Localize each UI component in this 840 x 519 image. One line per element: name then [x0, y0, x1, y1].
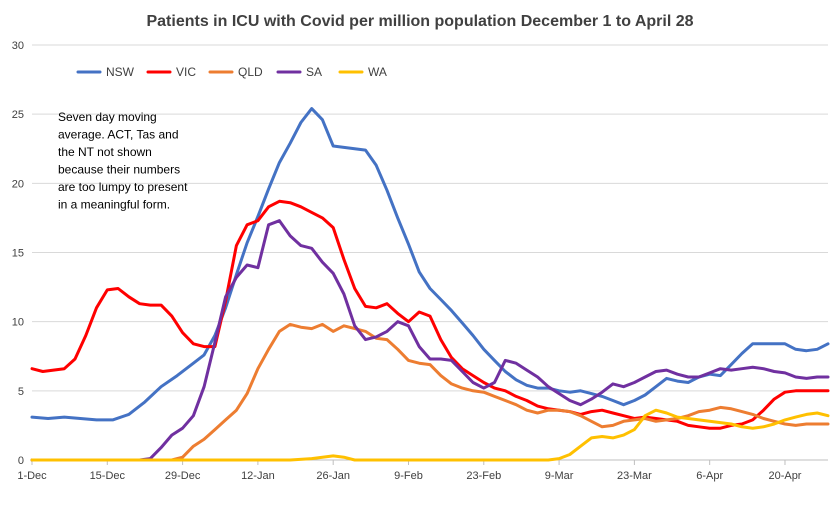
- x-tick-label: 26-Jan: [316, 470, 350, 482]
- series-lines: [30, 107, 830, 462]
- legend-label-sa: SA: [306, 65, 322, 79]
- legend-label-vic: VIC: [176, 65, 196, 79]
- x-tick-label: 20-Apr: [768, 470, 801, 482]
- annotation-line: because their numbers: [58, 163, 180, 177]
- x-tick-label: 23-Feb: [466, 470, 501, 482]
- series-line-vic: [30, 199, 830, 430]
- annotation-note: Seven day moving average. ACT, Tas and the…: [58, 110, 188, 212]
- y-tick-label: 10: [12, 317, 24, 329]
- x-tick-label: 15-Dec: [90, 470, 126, 482]
- legend-label-nsw: NSW: [106, 65, 135, 79]
- annotation-line: average. ACT, Tas and: [58, 128, 179, 142]
- x-tick-label: 9-Mar: [545, 470, 574, 482]
- x-tick-label: 6-Apr: [696, 470, 723, 482]
- annotation-line: are too lumpy to present: [58, 180, 188, 194]
- x-tick-label: 12-Jan: [241, 470, 275, 482]
- legend-label-qld: QLD: [238, 65, 263, 79]
- legend: NSW VIC QLD SA WA: [76, 65, 387, 79]
- chart-title: Patients in ICU with Covid per million p…: [146, 13, 693, 30]
- annotation-line: the NT not shown: [58, 145, 152, 159]
- annotation-line: Seven day moving: [58, 110, 157, 124]
- x-tick-label: 9-Feb: [394, 470, 423, 482]
- x-tick-label: 1-Dec: [17, 470, 47, 482]
- y-tick-label: 20: [12, 178, 24, 190]
- y-tick-label: 15: [12, 248, 24, 260]
- x-tick-label: 29-Dec: [165, 470, 201, 482]
- gridlines: [32, 44, 828, 392]
- y-tick-label: 30: [12, 40, 24, 52]
- y-tick-label: 25: [12, 109, 24, 121]
- y-tick-label: 0: [18, 455, 24, 467]
- legend-label-wa: WA: [368, 65, 387, 79]
- y-tick-label: 5: [18, 386, 24, 398]
- series-line-sa: [30, 219, 830, 462]
- series-line-qld: [30, 322, 830, 462]
- annotation-line: in a meaningful form.: [58, 198, 170, 212]
- x-tick-label: 23-Mar: [617, 470, 652, 482]
- series-line-wa: [30, 408, 830, 462]
